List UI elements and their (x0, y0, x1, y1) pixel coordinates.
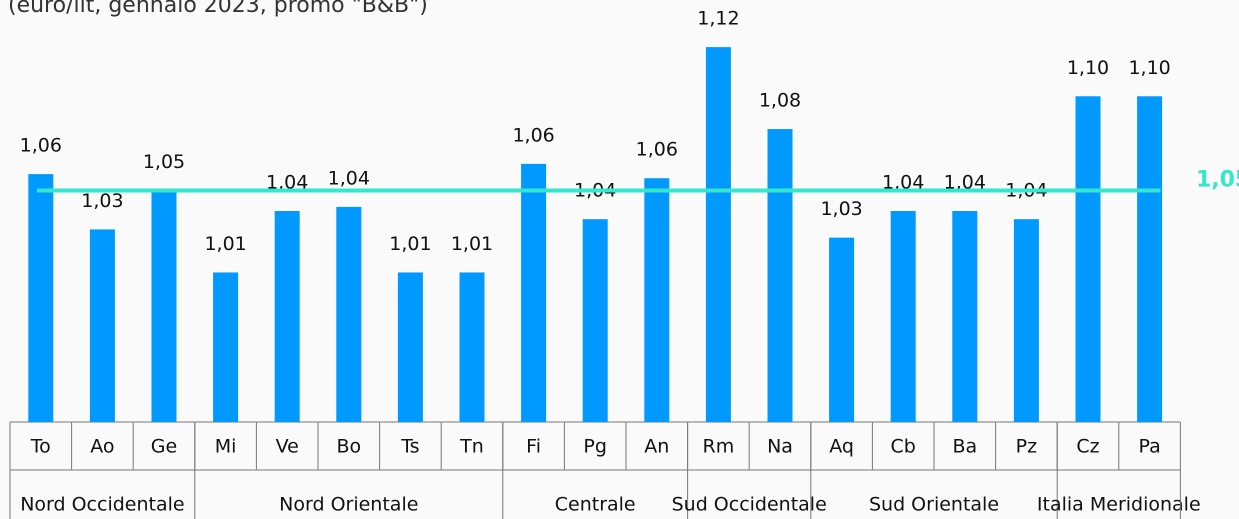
bar (705, 47, 731, 422)
x-tick-label: Pa (1138, 436, 1160, 458)
x-tick-label: An (644, 436, 669, 458)
value-label: 1,04 (944, 172, 986, 194)
bar (397, 272, 423, 422)
bar (89, 229, 115, 422)
bar (767, 129, 793, 422)
x-tick-label: Fi (526, 436, 541, 458)
value-label: 1,06 (20, 135, 62, 157)
value-label: 1,03 (81, 190, 123, 212)
x-tick-label: Tn (459, 436, 484, 458)
value-label: 1,06 (512, 124, 554, 146)
bar (644, 178, 670, 422)
x-tick-label: Mi (215, 436, 237, 458)
group-label: Sud Orientale (869, 494, 999, 516)
x-tick-label: Aq (829, 436, 854, 458)
x-tick-label: Ts (400, 436, 419, 458)
x-tick-label: Cz (1076, 436, 1099, 458)
bar (459, 272, 485, 422)
value-label: 1,10 (1067, 57, 1109, 79)
value-label: 1,04 (266, 172, 308, 194)
bar (151, 190, 177, 422)
x-tick-label: Ba (952, 436, 977, 458)
bar (1013, 219, 1039, 422)
x-tick-label: Na (767, 436, 793, 458)
x-tick-label: Ve (276, 436, 299, 458)
bar (336, 206, 362, 422)
x-tick-label: Cb (891, 436, 916, 458)
bar (890, 211, 916, 422)
bar (213, 272, 239, 422)
value-label: 1,05 (143, 151, 185, 173)
bar (952, 211, 978, 422)
bar (28, 174, 54, 422)
group-label: Sud Occidentale (672, 494, 827, 516)
bar (582, 219, 608, 422)
bar (521, 163, 547, 423)
bar (1075, 96, 1101, 422)
x-tick-label: Pg (583, 436, 607, 458)
group-label: Nord Orientale (279, 494, 418, 516)
value-label: 1,01 (204, 233, 246, 255)
x-tick-label: Rm (703, 436, 735, 458)
bar (829, 237, 855, 422)
value-label: 1,01 (389, 233, 431, 255)
value-label: 1,04 (328, 167, 370, 189)
x-tick-label: Bo (336, 436, 361, 458)
value-label: 1,10 (1128, 57, 1170, 79)
value-label: 1,06 (636, 139, 678, 161)
value-label: 1,08 (759, 90, 801, 112)
value-label: 1,01 (451, 233, 493, 255)
average-label: 1,05 (1196, 168, 1239, 193)
chart-subtitle: (euro/lit, gennaio 2023, promo "B&B") (8, 0, 428, 18)
x-tick-label: Ge (151, 436, 177, 458)
x-tick-label: To (30, 436, 51, 458)
value-label: 1,03 (820, 198, 862, 220)
group-label: Italia Meridionale (1037, 494, 1201, 516)
x-tick-label: Pz (1016, 436, 1037, 458)
value-label: 1,12 (697, 8, 739, 30)
bar (1137, 96, 1163, 422)
value-label: 1,04 (882, 172, 924, 194)
bar (274, 211, 300, 422)
x-tick-label: Ao (90, 436, 114, 458)
group-label: Centrale (555, 494, 636, 516)
group-label: Nord Occidentale (20, 494, 184, 516)
